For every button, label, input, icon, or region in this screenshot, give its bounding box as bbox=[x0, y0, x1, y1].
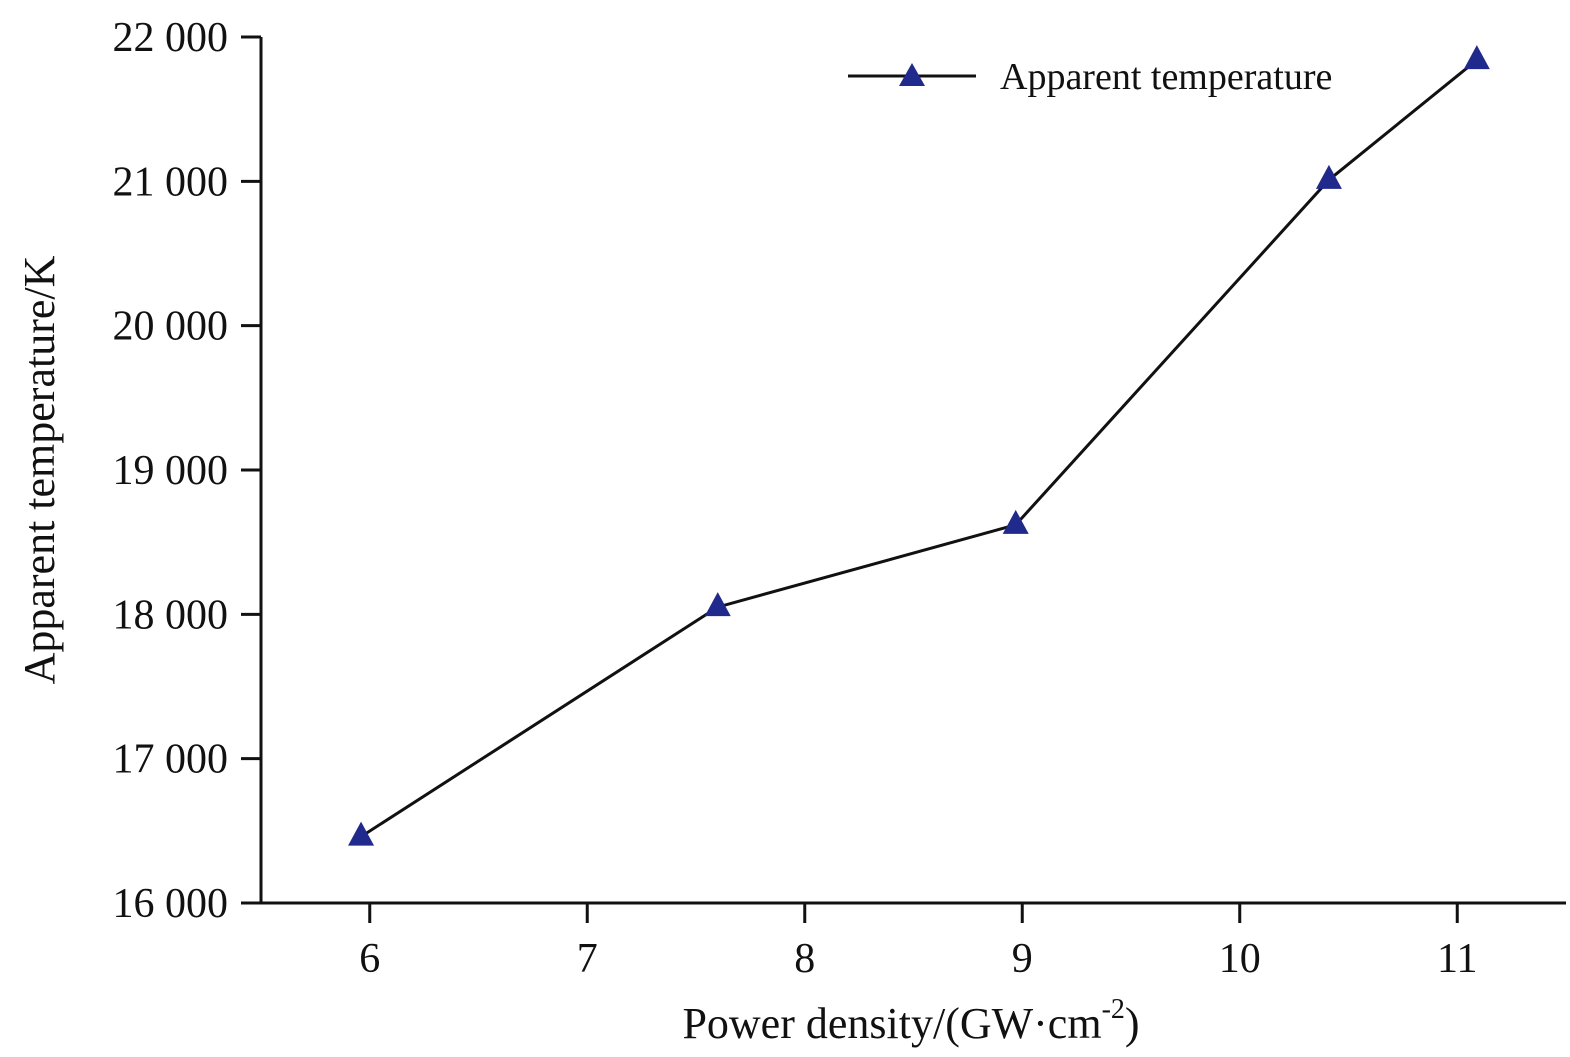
x-tick-label: 7 bbox=[577, 936, 598, 982]
x-axis-label-close: ) bbox=[1125, 999, 1140, 1048]
data-point bbox=[704, 592, 731, 617]
legend-marker bbox=[899, 63, 925, 86]
data-point bbox=[1463, 45, 1490, 70]
x-tick-label: 6 bbox=[359, 936, 380, 982]
x-axis-label-superscript: -2 bbox=[1102, 994, 1125, 1025]
y-axis-label: Apparent temperature/K bbox=[15, 255, 64, 684]
legend: Apparent temperature bbox=[848, 56, 1332, 98]
data-point bbox=[1315, 164, 1342, 189]
x-axis-label-main: Power density/(GW·cm bbox=[682, 999, 1101, 1048]
series-line bbox=[360, 58, 1478, 838]
x-axis-label: Power density/(GW·cm-2) bbox=[682, 994, 1139, 1048]
y-tick-label: 20 000 bbox=[113, 304, 229, 350]
x-tick-label: 9 bbox=[1012, 936, 1033, 982]
y-tick-label: 18 000 bbox=[113, 592, 229, 638]
x-tick-label: 8 bbox=[794, 936, 815, 982]
y-tick-label: 22 000 bbox=[113, 15, 229, 61]
axes bbox=[259, 37, 1566, 905]
y-tick-label: 21 000 bbox=[113, 159, 229, 205]
data-point bbox=[1002, 509, 1029, 534]
x-ticks: 6 7 8 9 10 11 bbox=[359, 903, 1477, 982]
series-layer bbox=[348, 45, 1490, 846]
y-tick-label: 16 000 bbox=[113, 881, 229, 927]
x-tick-label: 11 bbox=[1437, 936, 1477, 982]
data-point bbox=[348, 821, 375, 846]
y-ticks: 16 000 17 000 18 000 19 000 20 000 21 000 22 0… bbox=[113, 15, 261, 927]
x-tick-label: 10 bbox=[1219, 936, 1261, 982]
legend-label: Apparent temperature bbox=[1000, 56, 1332, 98]
y-tick-label: 17 000 bbox=[113, 737, 229, 783]
y-tick-label: 19 000 bbox=[113, 448, 229, 494]
